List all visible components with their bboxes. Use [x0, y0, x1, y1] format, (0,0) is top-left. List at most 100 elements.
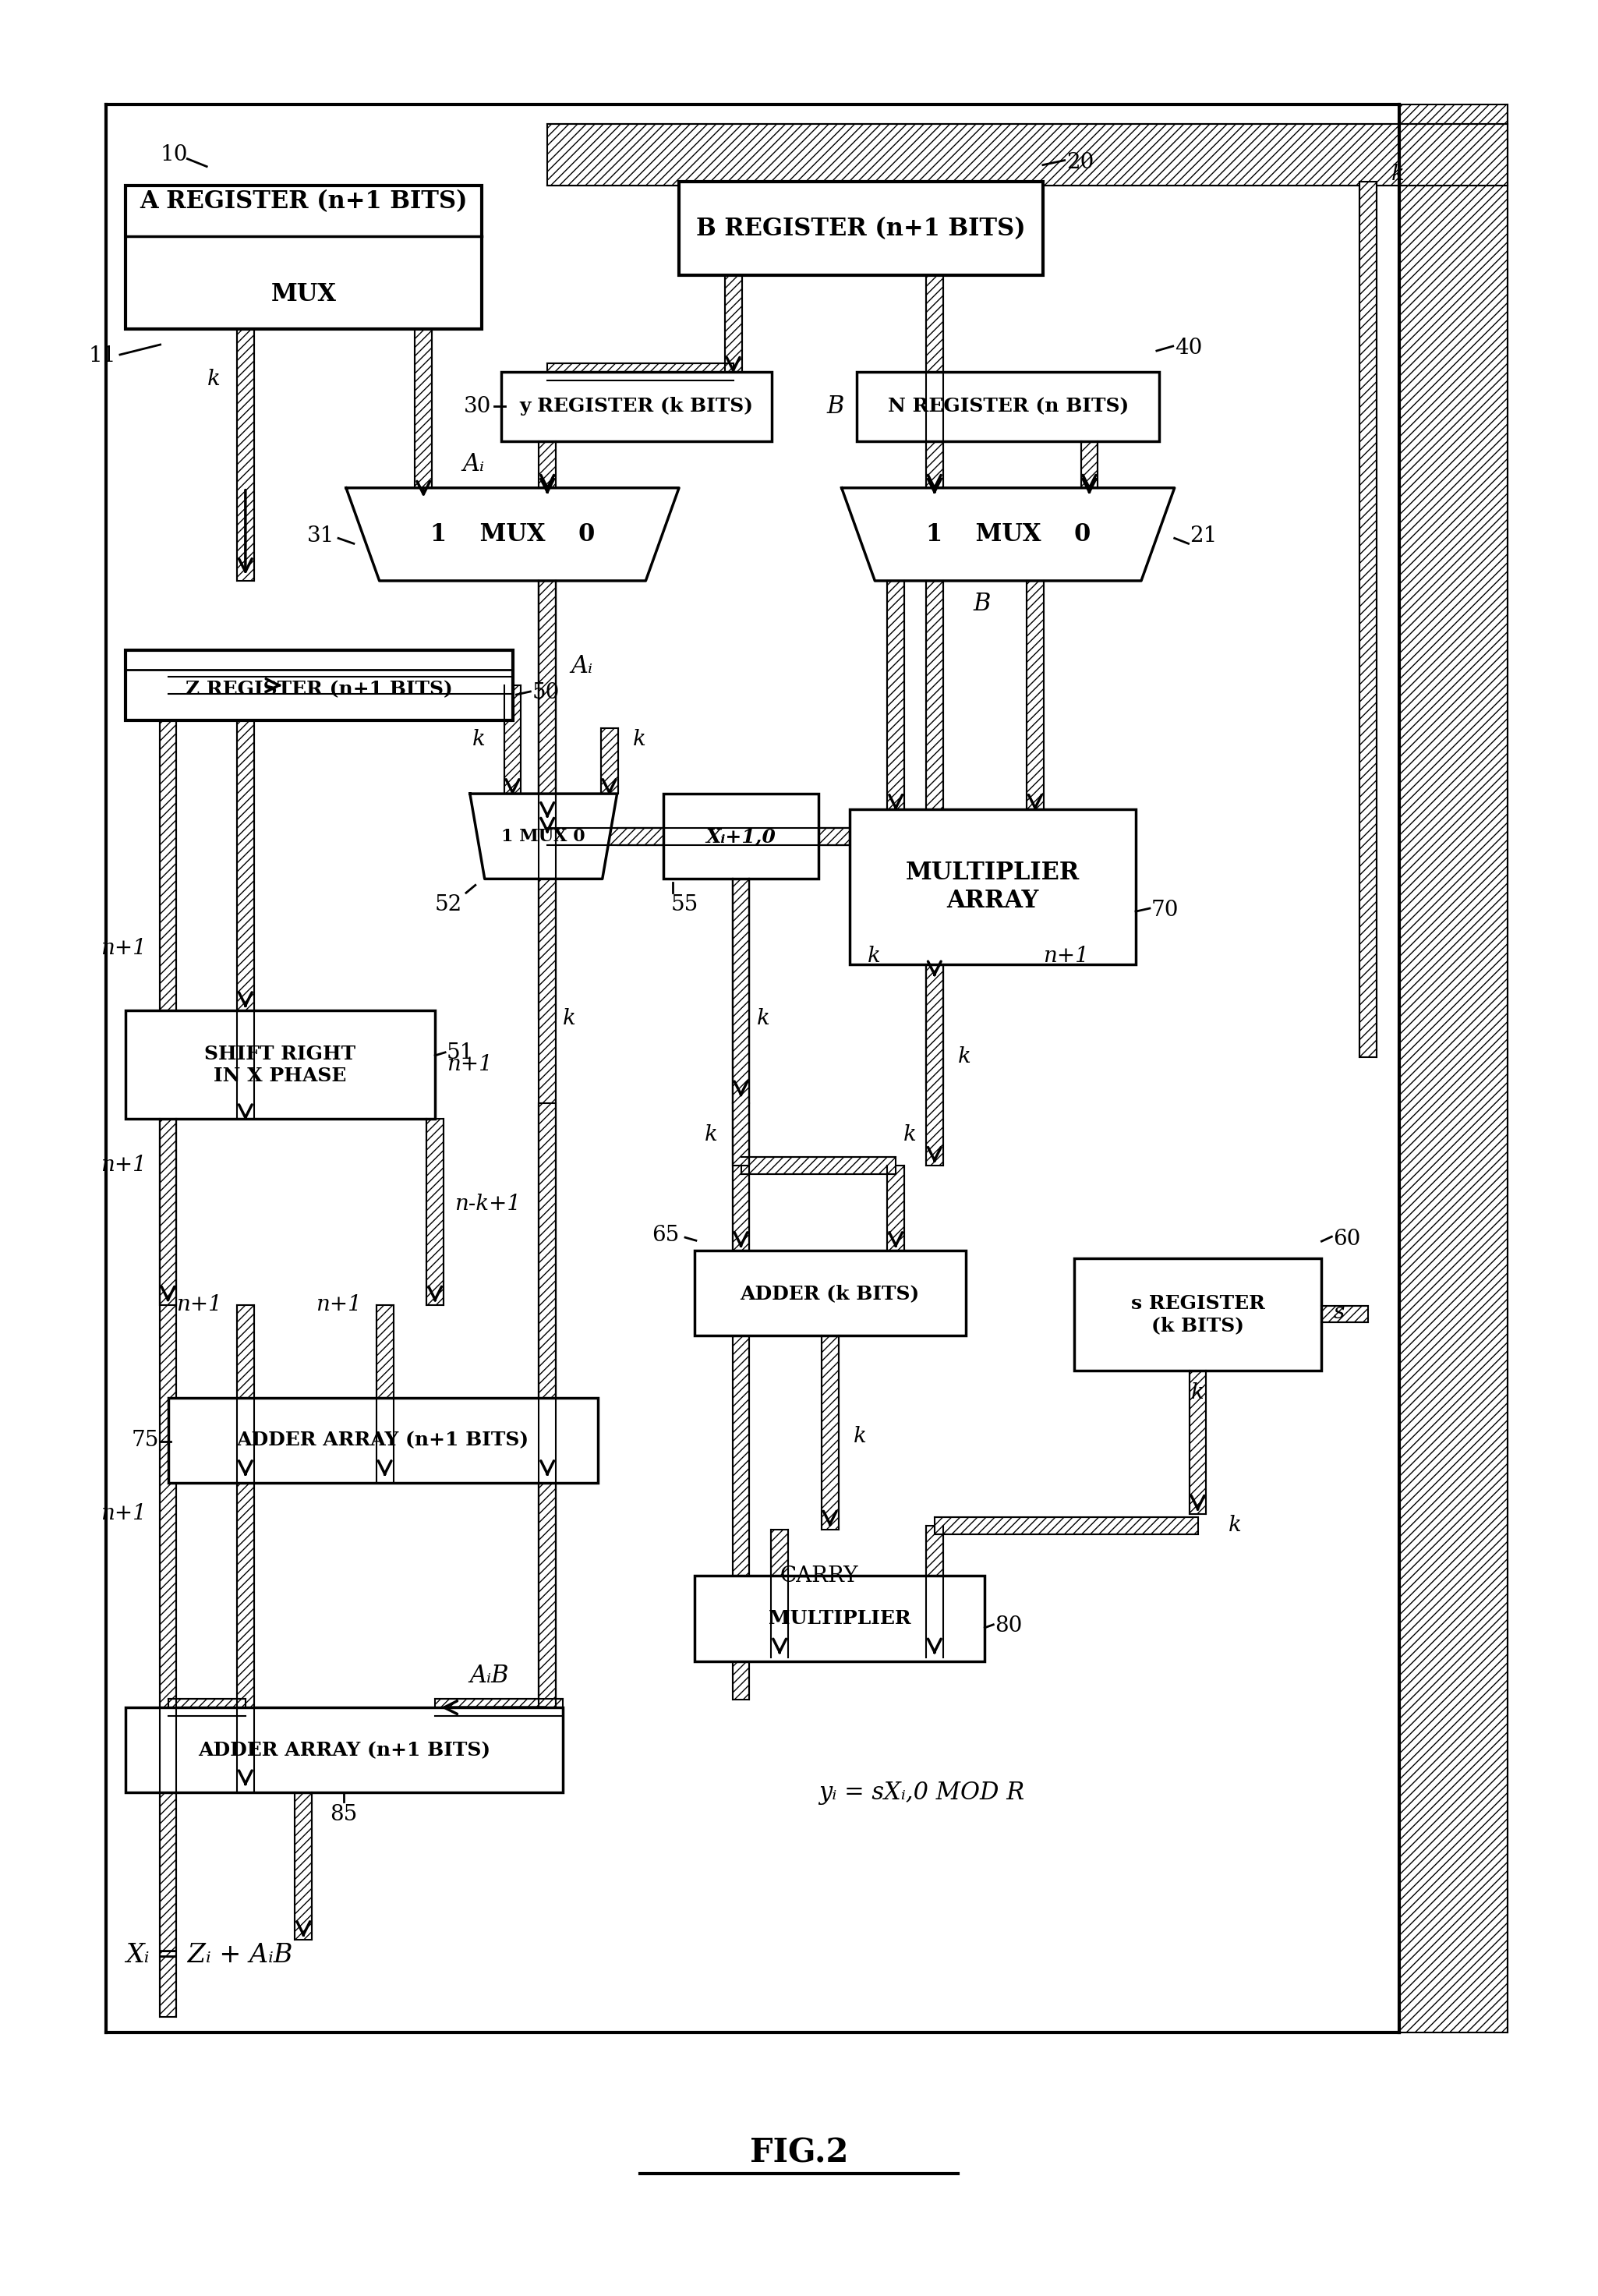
- Text: k: k: [756, 1008, 770, 1029]
- Text: MULTIPLIER
ARRAY: MULTIPLIER ARRAY: [906, 861, 1080, 914]
- Bar: [125, 1708, 562, 1793]
- Text: 11: 11: [88, 347, 117, 367]
- Polygon shape: [347, 487, 679, 581]
- Bar: [1080, 441, 1098, 487]
- Bar: [732, 879, 749, 1699]
- Text: MULTIPLIER: MULTIPLIER: [769, 1609, 911, 1628]
- Text: s: s: [1333, 1302, 1344, 1322]
- Text: 85: 85: [331, 1805, 358, 1825]
- Bar: [857, 372, 1159, 441]
- Polygon shape: [470, 794, 617, 879]
- Bar: [125, 186, 481, 328]
- Text: 65: 65: [652, 1224, 679, 1247]
- Text: A REGISTER (n+1 BITS): A REGISTER (n+1 BITS): [139, 188, 467, 214]
- Bar: [772, 1529, 788, 1658]
- Bar: [679, 181, 1043, 276]
- Text: n+1: n+1: [447, 1054, 492, 1075]
- Bar: [601, 728, 618, 794]
- Bar: [415, 328, 431, 487]
- Bar: [732, 879, 749, 1104]
- Text: MUX: MUX: [270, 282, 336, 305]
- Bar: [539, 1483, 556, 1708]
- Text: ADDER ARRAY (n+1 BITS): ADDER ARRAY (n+1 BITS): [237, 1430, 529, 1449]
- Bar: [887, 1166, 904, 1251]
- Bar: [548, 124, 1507, 186]
- Bar: [539, 1104, 556, 1483]
- Text: k: k: [957, 1047, 972, 1068]
- Bar: [887, 581, 904, 808]
- Text: s REGISTER
(k BITS): s REGISTER (k BITS): [1131, 1295, 1264, 1334]
- Text: 40: 40: [1175, 338, 1202, 358]
- Bar: [168, 1699, 246, 1715]
- Bar: [500, 372, 772, 441]
- Bar: [160, 721, 176, 2018]
- Bar: [925, 1525, 943, 1658]
- Polygon shape: [842, 487, 1175, 581]
- Text: AᵢB: AᵢB: [470, 1665, 510, 1688]
- Text: B: B: [973, 592, 991, 615]
- Text: B: B: [826, 395, 844, 418]
- Bar: [724, 276, 741, 372]
- Text: n-k+1: n-k+1: [454, 1194, 521, 1215]
- Text: k: k: [705, 1125, 718, 1146]
- Text: y REGISTER (k BITS): y REGISTER (k BITS): [519, 397, 753, 416]
- Text: 20: 20: [1066, 152, 1093, 172]
- Text: 1    MUX    0: 1 MUX 0: [430, 521, 594, 546]
- Text: yᵢ = sXᵢ,0 MOD R: yᵢ = sXᵢ,0 MOD R: [818, 1782, 1024, 1805]
- Bar: [237, 721, 254, 1118]
- Text: 1 MUX 0: 1 MUX 0: [502, 829, 585, 845]
- Text: n+1: n+1: [101, 1155, 147, 1176]
- Bar: [695, 1575, 984, 1660]
- Bar: [821, 1336, 839, 1529]
- Bar: [1189, 1371, 1206, 1513]
- Bar: [125, 1010, 435, 1118]
- Bar: [849, 808, 1136, 964]
- Text: k: k: [903, 1125, 917, 1146]
- Bar: [539, 441, 556, 487]
- Bar: [548, 363, 733, 381]
- Text: Z REGISTER (n+1 BITS): Z REGISTER (n+1 BITS): [185, 680, 452, 698]
- Bar: [539, 581, 556, 836]
- Text: k: k: [208, 370, 221, 390]
- Bar: [1360, 181, 1376, 1056]
- Bar: [925, 964, 943, 1166]
- Text: n+1: n+1: [101, 939, 147, 960]
- Bar: [125, 650, 513, 721]
- Bar: [539, 581, 556, 1699]
- Bar: [617, 829, 663, 845]
- Bar: [376, 1304, 393, 1483]
- Text: k: k: [1191, 1382, 1205, 1403]
- Bar: [732, 1104, 749, 1251]
- Bar: [695, 1251, 965, 1336]
- Text: k: k: [1229, 1515, 1242, 1536]
- Bar: [427, 1118, 444, 1304]
- Bar: [237, 328, 254, 581]
- Bar: [168, 1398, 598, 1483]
- Text: Xᵢ = Zᵢ + AᵢB: Xᵢ = Zᵢ + AᵢB: [125, 1942, 292, 1968]
- Text: n+1: n+1: [101, 1504, 147, 1525]
- Bar: [168, 677, 513, 693]
- Bar: [818, 829, 849, 845]
- Text: 30: 30: [463, 395, 492, 418]
- Bar: [732, 879, 749, 1166]
- Bar: [1398, 106, 1507, 2032]
- Text: k: k: [562, 1008, 575, 1029]
- Text: 60: 60: [1333, 1228, 1361, 1249]
- Bar: [160, 1118, 176, 1304]
- Bar: [237, 1483, 254, 1793]
- Text: k: k: [868, 946, 880, 967]
- Bar: [1026, 581, 1043, 808]
- Text: Aᵢ: Aᵢ: [462, 452, 484, 478]
- Bar: [160, 1708, 176, 1793]
- Text: CARRY: CARRY: [780, 1566, 858, 1587]
- Text: 1    MUX    0: 1 MUX 0: [925, 521, 1090, 546]
- Bar: [925, 581, 943, 1088]
- Text: n+1: n+1: [176, 1295, 222, 1316]
- Text: k: k: [473, 730, 486, 751]
- Text: FIG.2: FIG.2: [749, 2135, 849, 2170]
- Bar: [237, 1304, 254, 1483]
- Bar: [503, 684, 521, 794]
- Text: k: k: [853, 1426, 866, 1446]
- Text: 80: 80: [996, 1616, 1023, 1637]
- Bar: [741, 1157, 896, 1173]
